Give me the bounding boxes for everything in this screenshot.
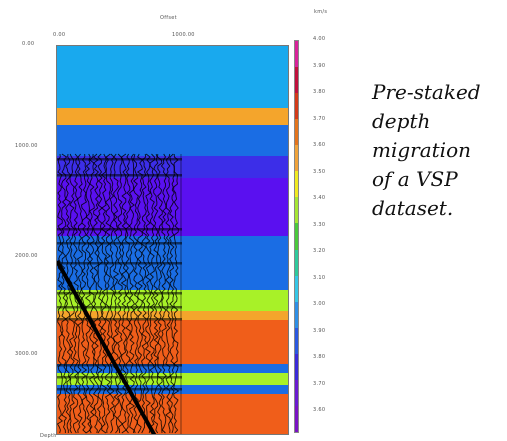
- colorbar-tick-label: 3.60: [313, 407, 326, 413]
- colorbar-tick-label: 3.10: [313, 274, 326, 281]
- reflector-event: [57, 292, 182, 295]
- y-bottom-label: Depth: [40, 433, 57, 439]
- colorbar-unit: km/s: [314, 9, 328, 15]
- colorbar-segment: [295, 93, 298, 120]
- reflector-event: [57, 376, 182, 379]
- colorbar-tick-label: 3.80: [313, 354, 326, 360]
- colorbar-tick-label: 3.60: [313, 142, 326, 148]
- colorbar-tick-label: 3.30: [313, 221, 326, 228]
- colorbar-segment: [295, 405, 298, 433]
- layer-10: [57, 364, 288, 373]
- velocity-colorbar: [294, 40, 299, 433]
- colorbar-segment: [295, 379, 298, 407]
- colorbar-segment: [295, 301, 298, 329]
- layer-8: [57, 311, 288, 320]
- colorbar-segment: [295, 223, 298, 251]
- caption-line-2: depth: [372, 109, 431, 133]
- colorbar-segment: [295, 145, 298, 172]
- x-tick-1: 1000.00: [172, 32, 195, 38]
- y-tick-3: 3000.00: [15, 351, 38, 357]
- colorbar-segment: [295, 41, 298, 68]
- migration-section: [56, 45, 289, 435]
- x-tick-0: 0.00: [53, 32, 66, 38]
- colorbar-tick-label: 3.90: [313, 62, 326, 69]
- colorbar-segment: [295, 197, 298, 224]
- colorbar-tick-label: 3.00: [313, 301, 326, 307]
- y-tick-0: 0.00: [22, 41, 35, 47]
- colorbar-tick-label: 3.50: [313, 168, 326, 175]
- y-tick-2: 2000.00: [15, 253, 38, 259]
- colorbar-segment: [295, 119, 298, 146]
- reflector-event: [57, 242, 182, 245]
- layer-1: [57, 46, 288, 108]
- layer-2: [57, 108, 288, 125]
- reflector-event: [57, 158, 182, 161]
- colorbar-tick-label: 3.90: [313, 327, 326, 334]
- colorbar-segment: [295, 275, 298, 303]
- caption-line-3: migration: [372, 138, 472, 162]
- reflector-event: [57, 228, 182, 231]
- x-axis-title: Offset: [160, 15, 177, 21]
- colorbar-tick-label: 3.70: [313, 115, 326, 122]
- reflector-event: [57, 318, 182, 321]
- colorbar-segment: [295, 249, 298, 277]
- colorbar-tick-label: 3.20: [313, 248, 326, 254]
- colorbar-segment: [295, 353, 298, 381]
- reflector-event: [57, 306, 182, 309]
- reflector-event: [57, 174, 182, 177]
- caption-line-5: dataset.: [372, 196, 454, 220]
- caption: Pre-staked depth migration of a VSP data…: [372, 78, 507, 223]
- colorbar-tick-label: 3.40: [313, 195, 326, 201]
- reflector-event: [57, 388, 182, 391]
- colorbar-segment: [295, 67, 298, 94]
- direct-arrival-line: [57, 260, 157, 434]
- reflector-event: [57, 364, 182, 367]
- vsp-wiggle-overlay: [57, 153, 182, 434]
- colorbar-segment: [295, 327, 298, 355]
- caption-line-4: of a VSP: [372, 167, 458, 191]
- reflector-event: [57, 262, 182, 265]
- colorbar-tick-label: 3.70: [313, 380, 326, 387]
- y-tick-1: 1000.00: [15, 143, 38, 149]
- colorbar-tick-label: 4.00: [313, 36, 326, 42]
- layer-5: [57, 178, 288, 236]
- layer-3: [57, 125, 288, 156]
- caption-line-1: Pre-staked: [372, 80, 481, 104]
- colorbar-tick-label: 3.80: [313, 89, 326, 95]
- colorbar-segment: [295, 171, 298, 198]
